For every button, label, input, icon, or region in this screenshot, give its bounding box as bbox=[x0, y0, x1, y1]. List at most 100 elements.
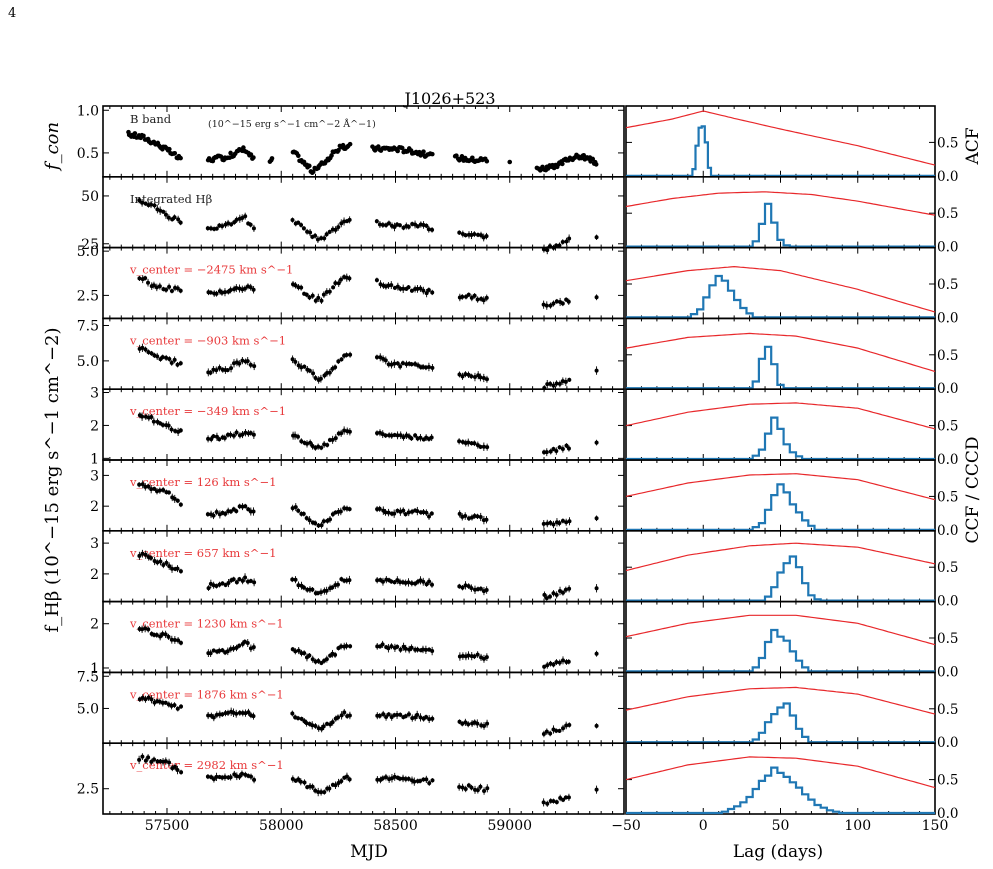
data-point bbox=[329, 153, 334, 158]
data-point bbox=[421, 777, 426, 782]
data-point bbox=[160, 355, 165, 360]
data-point bbox=[566, 446, 571, 451]
data-point bbox=[310, 587, 315, 592]
data-point bbox=[472, 587, 477, 592]
cccd-histogram bbox=[626, 555, 935, 602]
data-point bbox=[457, 784, 462, 789]
data-point bbox=[377, 713, 382, 718]
y-tick-label: 0.0 bbox=[937, 735, 958, 751]
data-point bbox=[160, 700, 165, 705]
data-point bbox=[475, 297, 480, 302]
data-point bbox=[375, 644, 380, 649]
data-point bbox=[234, 509, 239, 514]
data-point bbox=[406, 580, 411, 585]
data-point bbox=[226, 710, 231, 715]
data-point bbox=[234, 430, 239, 435]
data-point bbox=[143, 626, 148, 631]
data-point bbox=[478, 514, 483, 519]
data-point bbox=[347, 578, 352, 583]
data-point bbox=[252, 364, 257, 369]
data-point bbox=[157, 284, 162, 289]
data-point bbox=[310, 723, 315, 728]
data-point bbox=[222, 436, 227, 441]
ccf-column: 0.00.50.00.50.00.50.00.50.00.50.00.50.00… bbox=[611, 105, 958, 834]
data-point bbox=[151, 283, 156, 288]
y-tick-label: 7.5 bbox=[77, 318, 99, 334]
cccd-histogram bbox=[626, 628, 935, 673]
data-point bbox=[149, 351, 154, 356]
data-point bbox=[424, 777, 429, 782]
data-point bbox=[485, 445, 490, 450]
data-point bbox=[336, 281, 341, 286]
data-point bbox=[251, 714, 256, 719]
data-point bbox=[206, 436, 211, 441]
data-point bbox=[558, 588, 563, 593]
y-tick-label: 0.5 bbox=[937, 773, 958, 789]
panel-label: v_center = 657 km s^−1 bbox=[129, 546, 276, 560]
data-point bbox=[386, 646, 391, 651]
cccd-histogram bbox=[626, 125, 935, 177]
data-point bbox=[296, 716, 301, 721]
light-curve-column: 1.0 0.5 B band (10^−15 erg s^−1 cm^−2 Å^−1)… bbox=[77, 103, 625, 834]
data-point bbox=[415, 224, 420, 229]
data-point bbox=[319, 445, 324, 450]
y-tick-label: 3 bbox=[90, 385, 99, 401]
data-point bbox=[380, 776, 385, 781]
data-point bbox=[307, 518, 312, 523]
data-point bbox=[237, 504, 242, 509]
data-point bbox=[544, 596, 549, 601]
data-point bbox=[313, 376, 318, 381]
ccf-panel: 0.0 0.5 bbox=[625, 105, 958, 185]
y-tick-label: 1.0 bbox=[77, 103, 99, 119]
data-point bbox=[223, 511, 228, 516]
data-point bbox=[561, 726, 566, 731]
y-tick-label: 0.0 bbox=[937, 310, 958, 326]
data-point bbox=[178, 569, 183, 574]
data-point bbox=[472, 654, 477, 659]
data-point bbox=[327, 370, 332, 375]
data-point bbox=[298, 779, 303, 784]
panel-frame bbox=[102, 600, 625, 674]
data-point bbox=[333, 365, 338, 370]
data-point bbox=[472, 293, 477, 298]
data-point bbox=[541, 302, 546, 307]
y-tick-label: 0.5 bbox=[937, 277, 958, 293]
data-point bbox=[140, 754, 145, 759]
data-point bbox=[381, 712, 386, 717]
data-point bbox=[383, 433, 388, 438]
data-point bbox=[316, 444, 321, 449]
data-point bbox=[240, 358, 245, 363]
data-point bbox=[342, 710, 347, 715]
y-tick-label: 0.0 bbox=[937, 523, 958, 539]
data-point bbox=[146, 755, 151, 760]
data-point bbox=[290, 777, 295, 782]
y-tick-label: 2 bbox=[90, 418, 99, 434]
data-point bbox=[166, 423, 171, 428]
data-point bbox=[143, 552, 148, 557]
data-point bbox=[427, 579, 432, 584]
data-point bbox=[167, 284, 172, 289]
data-point bbox=[208, 226, 213, 231]
data-point bbox=[148, 556, 153, 561]
data-point bbox=[169, 360, 174, 365]
data-point bbox=[475, 788, 480, 793]
data-point bbox=[251, 432, 256, 437]
data-point bbox=[251, 287, 256, 292]
data-point bbox=[560, 590, 565, 595]
data-point bbox=[469, 374, 474, 379]
data-point bbox=[175, 768, 180, 773]
data-point bbox=[310, 657, 315, 662]
x-tick-label: 58000 bbox=[259, 818, 304, 834]
data-point bbox=[290, 577, 295, 582]
data-point bbox=[460, 294, 465, 299]
data-point bbox=[392, 225, 397, 230]
data-point bbox=[383, 775, 388, 780]
data-point bbox=[237, 710, 242, 715]
data-point bbox=[551, 522, 556, 527]
y-tick-label: 0.5 bbox=[937, 348, 958, 364]
data-point bbox=[457, 719, 462, 724]
data-point bbox=[211, 434, 216, 439]
data-point bbox=[478, 375, 483, 380]
y-tick-label: 1 bbox=[90, 661, 99, 677]
